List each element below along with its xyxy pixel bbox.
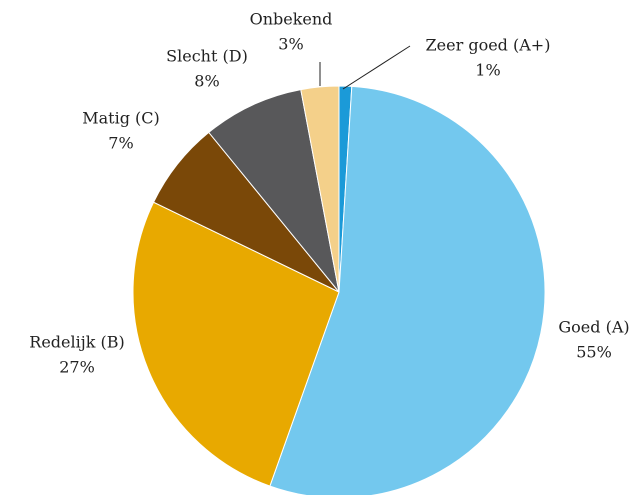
slice-label: Matig (C)	[82, 109, 160, 128]
slice-label: Redelijk (B)	[29, 333, 124, 352]
slice-label: Slecht (D)	[166, 47, 248, 66]
slice-label: Onbekend	[250, 10, 333, 29]
pie-slice	[300, 85, 340, 293]
slice-label: Zeer goed (A+)	[426, 36, 551, 55]
pie-slice	[208, 88, 340, 293]
slice-label: Goed (A)	[558, 318, 629, 337]
slice-value-label: 27%	[59, 358, 95, 377]
slice-value-label: 55%	[576, 343, 612, 362]
pie-slice	[269, 85, 546, 495]
slice-value-label: 3%	[278, 35, 303, 54]
slice-value-label: 1%	[475, 61, 500, 80]
slice-value-label: 8%	[194, 72, 219, 91]
leader-line	[342, 45, 411, 90]
slice-value-label: 7%	[108, 134, 133, 153]
pie-slice	[132, 201, 340, 487]
